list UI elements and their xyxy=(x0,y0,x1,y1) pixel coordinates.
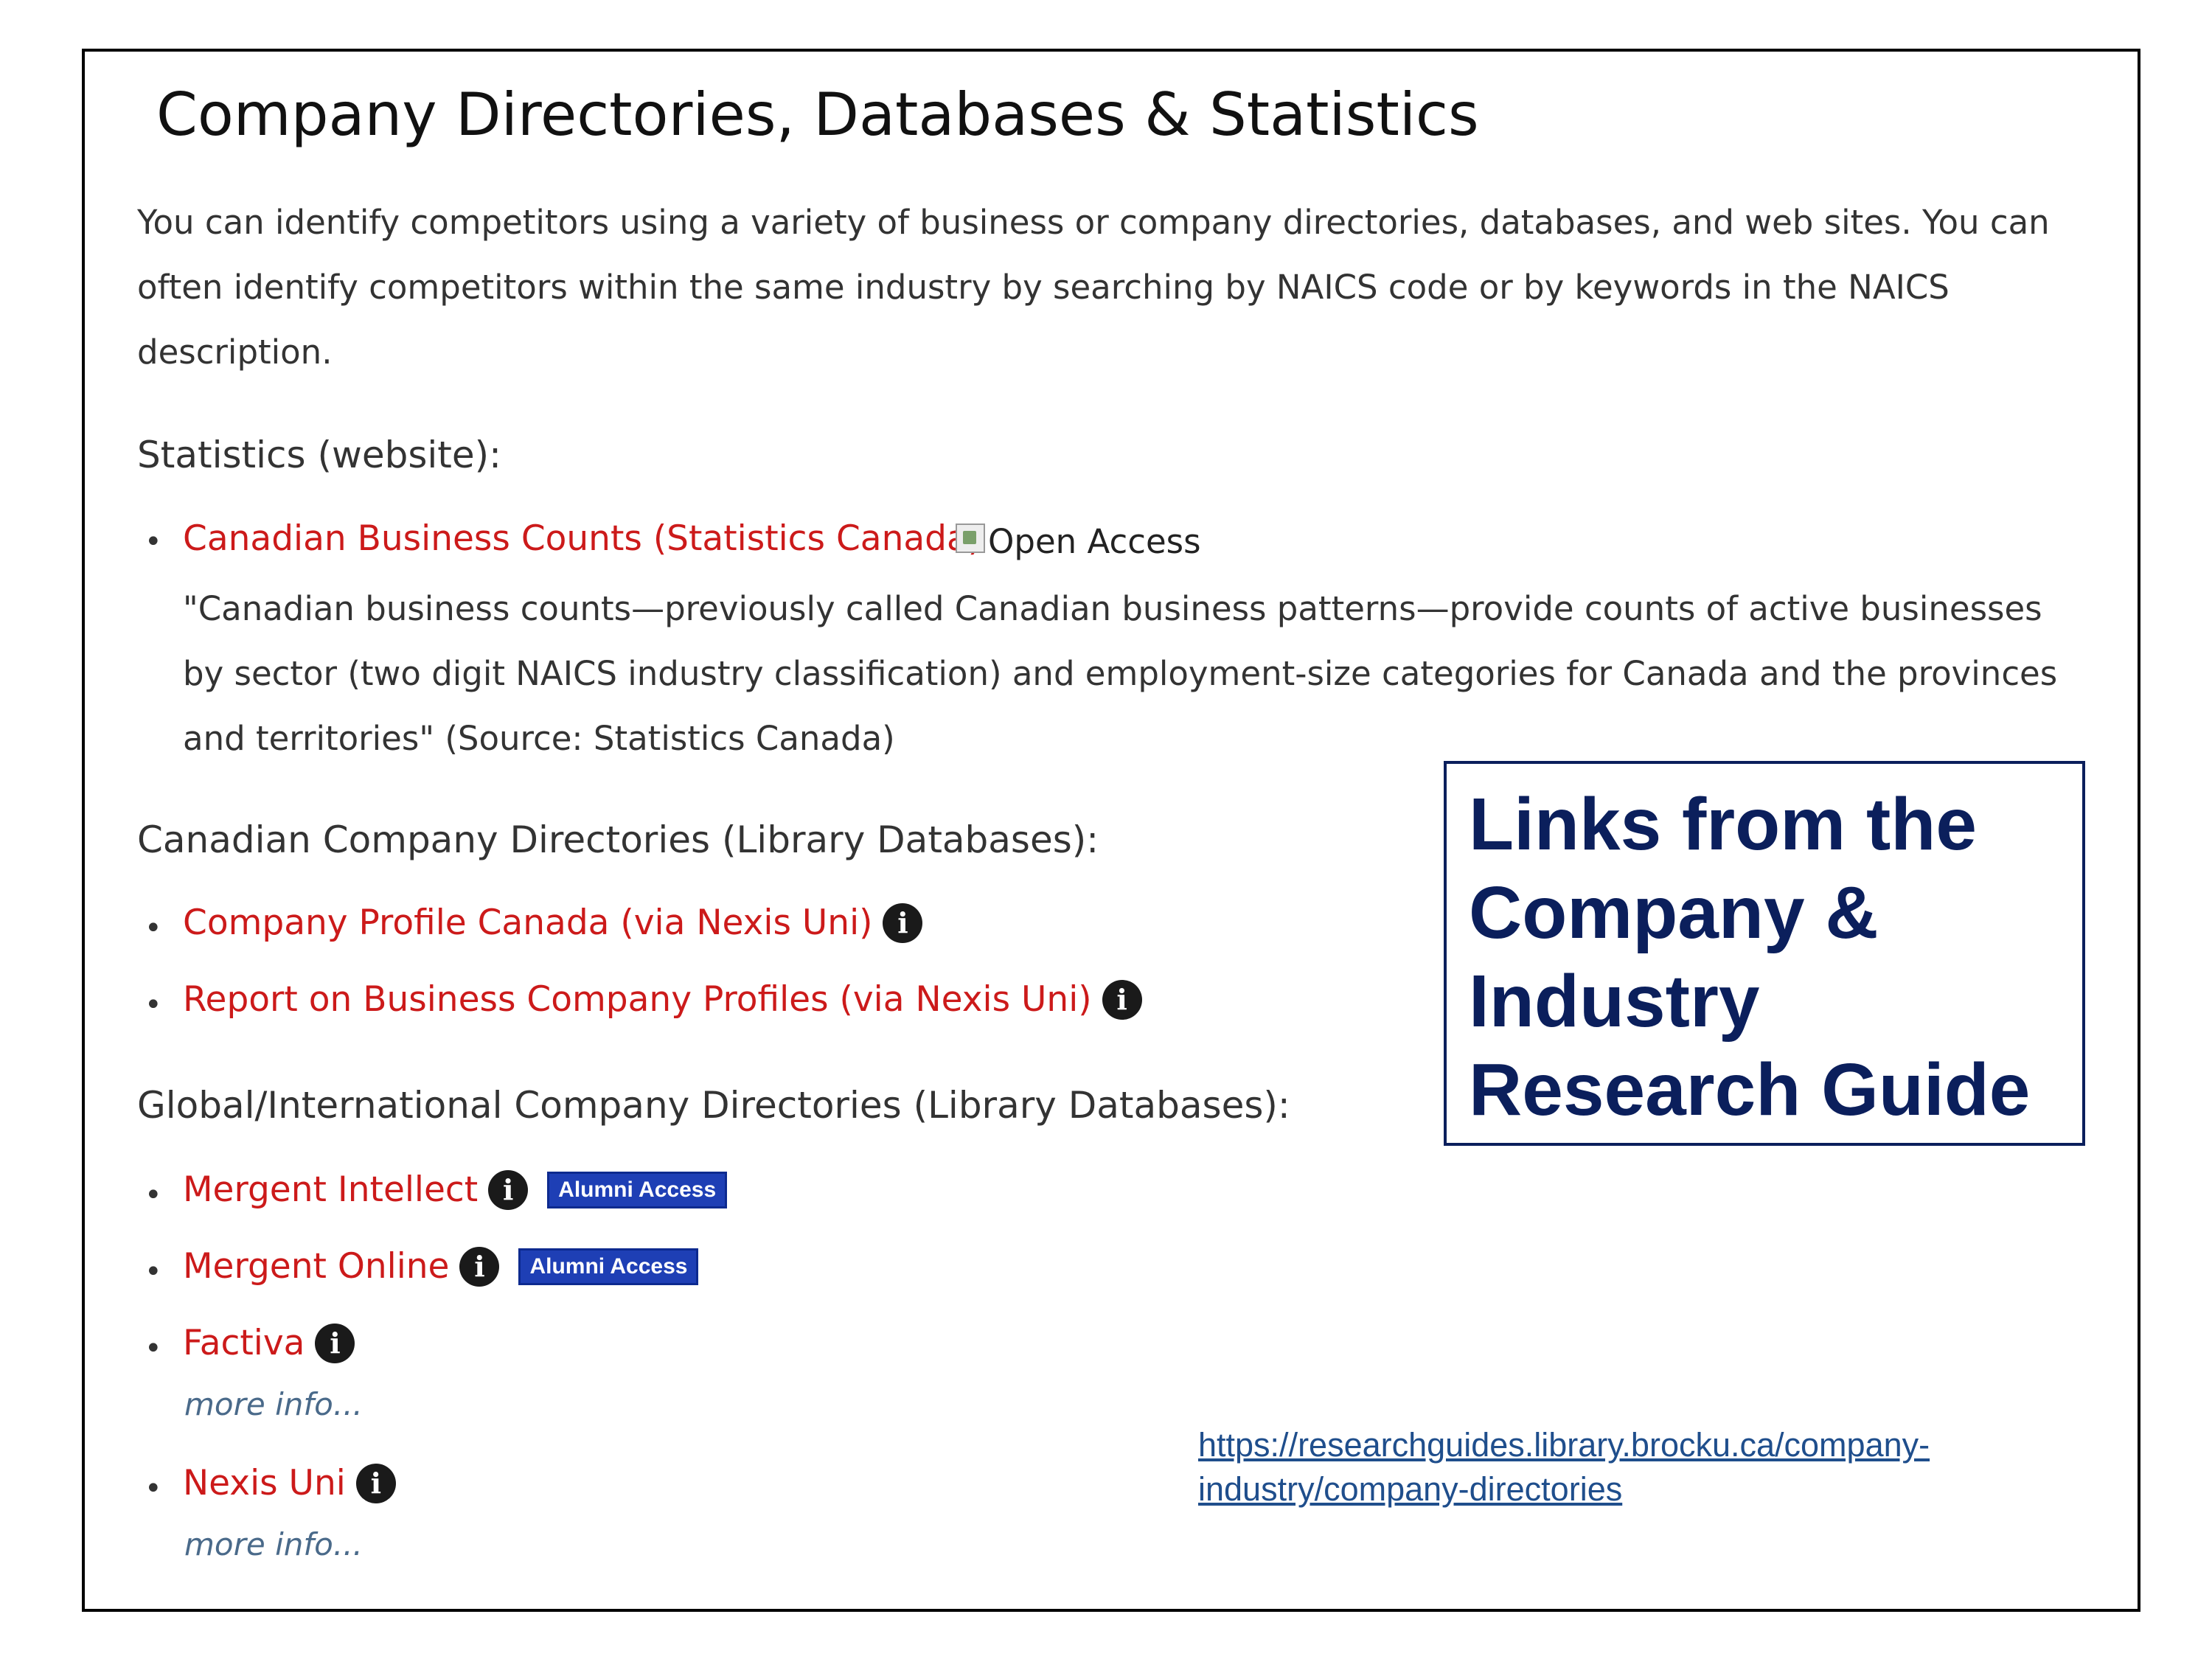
info-circle-icon[interactable]: i xyxy=(1102,979,1142,1020)
link-label: Factiva xyxy=(183,1323,305,1363)
nexis-uni-link[interactable]: Nexis Uni i xyxy=(183,1463,396,1503)
info-circle-icon[interactable]: i xyxy=(883,902,923,943)
bullet-icon: • xyxy=(145,911,162,945)
bullet-icon: • xyxy=(145,1472,162,1506)
info-circle-icon[interactable]: i xyxy=(488,1169,529,1210)
canadian-business-counts-link[interactable]: Canadian Business Counts (Statistics Can… xyxy=(183,518,981,559)
page-title: Company Directories, Databases & Statist… xyxy=(156,80,1479,149)
info-circle-icon[interactable]: i xyxy=(315,1323,355,1363)
info-circle-icon[interactable]: i xyxy=(355,1463,396,1503)
canadian-business-counts-description: "Canadian business counts—previously cal… xyxy=(183,589,2058,758)
link-label: Mergent Online xyxy=(183,1246,450,1287)
link-label: Mergent Intellect xyxy=(183,1169,479,1210)
factiva-link[interactable]: Factiva i xyxy=(183,1323,355,1363)
broken-image-icon xyxy=(956,524,985,553)
global-directories-heading: Global/International Company Directories… xyxy=(137,1084,1290,1127)
bullet-icon: • xyxy=(145,988,162,1022)
open-access-image: Open Access xyxy=(956,522,1201,561)
link-label: Report on Business Company Profiles (via… xyxy=(183,979,1092,1020)
bullet-icon: • xyxy=(145,1255,162,1289)
mergent-online-link[interactable]: Mergent Online i Alumni Access xyxy=(183,1246,699,1287)
statistics-heading: Statistics (website): xyxy=(137,434,502,476)
company-profile-canada-link[interactable]: Company Profile Canada (via Nexis Uni) i xyxy=(183,902,923,943)
bullet-icon: • xyxy=(145,1178,162,1212)
mergent-intellect-link[interactable]: Mergent Intellect i Alumni Access xyxy=(183,1169,728,1210)
canadian-directories-heading: Canadian Company Directories (Library Da… xyxy=(137,818,1099,861)
bullet-icon: • xyxy=(145,525,162,559)
intro-paragraph: You can identify competitors using a var… xyxy=(137,203,2050,372)
link-label: Company Profile Canada (via Nexis Uni) xyxy=(183,902,873,943)
link-label: Canadian Business Counts (Statistics Can… xyxy=(183,518,982,559)
alumni-access-badge: Alumni Access xyxy=(547,1171,728,1208)
research-guide-callout: Links from the Company & Industry Resear… xyxy=(1444,761,2085,1146)
alumni-access-badge: Alumni Access xyxy=(518,1248,699,1285)
info-circle-icon[interactable]: i xyxy=(459,1246,500,1287)
nexis-uni-more-info-link[interactable]: more info... xyxy=(184,1526,363,1562)
open-access-alt-text: Open Access xyxy=(988,522,1201,561)
slide-frame xyxy=(82,49,2140,1612)
research-guide-url-link[interactable]: https://researchguides.library.brocku.ca… xyxy=(1198,1426,1930,1508)
report-on-business-link[interactable]: Report on Business Company Profiles (via… xyxy=(183,979,1142,1020)
bullet-icon: • xyxy=(145,1332,162,1366)
factiva-more-info-link[interactable]: more info... xyxy=(184,1386,363,1422)
link-label: Nexis Uni xyxy=(183,1463,346,1503)
